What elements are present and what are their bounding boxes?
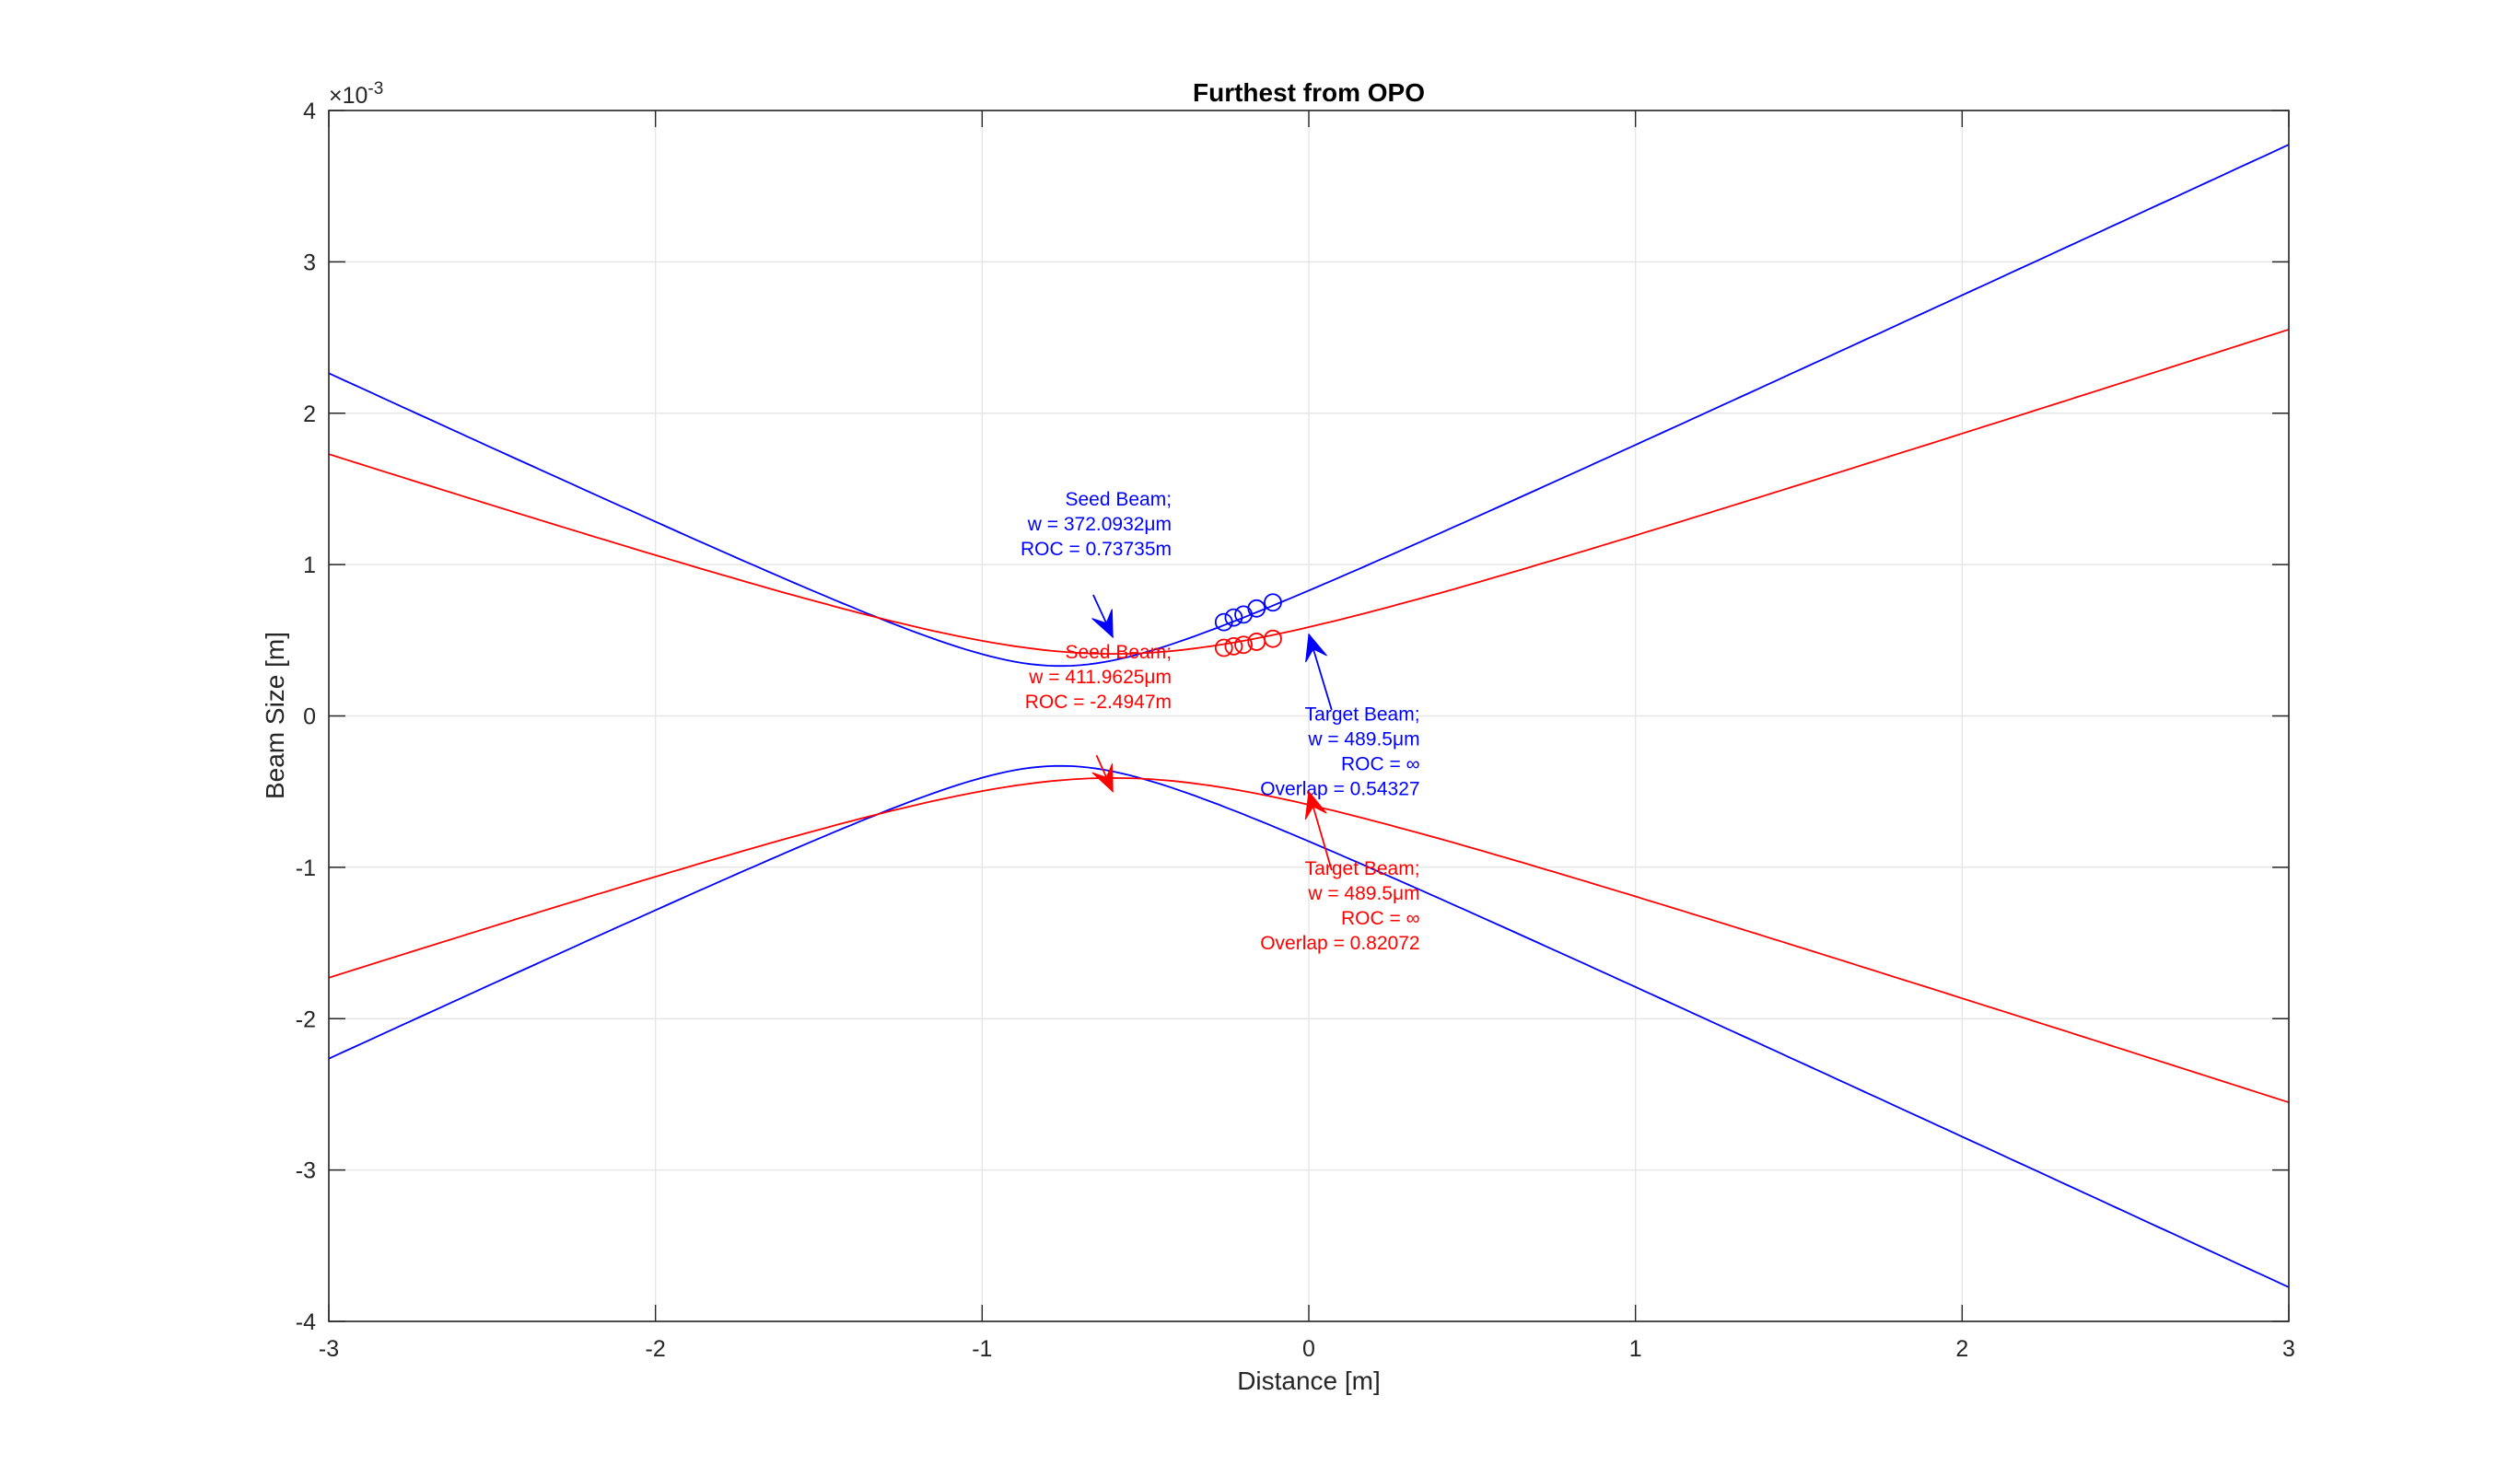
x-tick-label: 3 [2282,1336,2295,1362]
annotation-2-line: Overlap = 0.54327 [1260,778,1419,799]
annotation-0-line: ROC = 0.73735m [1021,539,1172,560]
series-1-marker [1214,638,1233,657]
series-0-marker [1224,608,1243,627]
annotation-3-line: Overlap = 0.82072 [1260,933,1419,954]
annotation-3-line: ROC = ∞ [1341,908,1420,929]
annotation-2-line: ROC = ∞ [1341,753,1420,774]
x-axis-label: Distance [m] [1237,1367,1381,1395]
series-0-marker [1214,612,1233,632]
x-tick-label: 1 [1629,1336,1642,1362]
annotation-1-line: Seed Beam; [1065,642,1172,663]
annotation-2-arrow-head [1305,633,1327,663]
y-tick-label: -1 [296,855,316,881]
y-tick-label: 2 [303,401,316,427]
y-axis-label: Beam Size [m] [261,632,289,799]
y-tick-label: -3 [296,1158,316,1184]
y-exponent-label: ×10-3 [329,79,383,109]
annotation-0-arrow-head [1091,609,1114,639]
series-1-marker [1264,629,1282,648]
annotation-1-line: ROC = -2.4947m [1025,692,1172,713]
y-tick-label: -2 [296,1006,316,1032]
x-tick-label: 0 [1302,1336,1315,1362]
annotation-2-line: Target Beam; [1305,704,1420,725]
annotation-3-arrow-head [1304,790,1327,820]
y-tick-label: 0 [303,704,316,730]
annotation-0-line: w = 372.0932μm [1027,514,1172,535]
series-1-upper-line [328,328,2290,656]
y-exponent-base: ×10 [329,83,368,109]
series-0-marker [1247,599,1266,618]
x-tick-label: -3 [319,1336,339,1362]
annotation-1-line: w = 411.9625μm [1028,667,1172,688]
x-tick-label: -2 [646,1336,666,1362]
y-tick-label: 3 [303,250,316,275]
x-tick-label: -1 [972,1336,992,1362]
annotation-3-line: Target Beam; [1305,858,1420,879]
annotation-0-line: Seed Beam; [1065,489,1172,510]
annotation-2-line: w = 489.5μm [1307,728,1419,750]
y-tick-label: 1 [303,552,316,578]
y-tick-label: -4 [296,1309,316,1335]
annotation-1-arrow-head [1091,763,1114,793]
series-0-lower-line [328,764,2290,1288]
annotation-3-line: w = 489.5μm [1307,883,1419,904]
chart-title: Furthest from OPO [1193,78,1425,107]
y-exponent-power: -3 [368,79,383,99]
series-0-marker [1264,593,1282,612]
series-1-marker [1224,636,1243,656]
y-tick-label: 4 [303,99,316,124]
series-0-upper-line [328,144,2290,668]
x-tick-label: 2 [1955,1336,1968,1362]
circle-markers [1214,593,1282,657]
series-1-marker [1234,635,1253,655]
annotations: Seed Beam; w = 372.0932μm ROC = 0.73735m Se… [1021,489,1420,954]
